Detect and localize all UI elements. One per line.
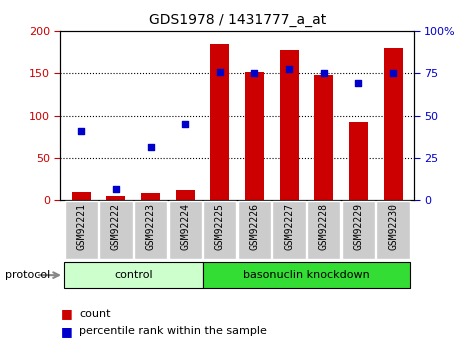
- Text: ■: ■: [60, 325, 72, 338]
- Text: control: control: [114, 270, 153, 280]
- Text: protocol: protocol: [5, 270, 50, 280]
- Title: GDS1978 / 1431777_a_at: GDS1978 / 1431777_a_at: [148, 13, 326, 27]
- Bar: [106, 196, 126, 200]
- Bar: [384, 48, 403, 200]
- Text: GSM92221: GSM92221: [76, 203, 86, 250]
- FancyBboxPatch shape: [377, 201, 410, 259]
- Bar: [64, 262, 202, 288]
- Text: GSM92227: GSM92227: [284, 203, 294, 250]
- Point: [286, 66, 293, 72]
- Text: ■: ■: [60, 307, 72, 321]
- FancyBboxPatch shape: [65, 201, 98, 259]
- FancyBboxPatch shape: [134, 201, 167, 259]
- Point: [147, 144, 154, 150]
- FancyBboxPatch shape: [342, 201, 375, 259]
- Text: count: count: [79, 309, 111, 319]
- FancyBboxPatch shape: [168, 201, 202, 259]
- FancyBboxPatch shape: [238, 201, 271, 259]
- FancyBboxPatch shape: [99, 201, 133, 259]
- Bar: [176, 190, 195, 200]
- Point: [112, 186, 120, 192]
- Text: GSM92230: GSM92230: [388, 203, 398, 250]
- Text: basonuclin knockdown: basonuclin knockdown: [243, 270, 370, 280]
- Bar: [279, 50, 299, 200]
- Text: GSM92222: GSM92222: [111, 203, 121, 250]
- FancyBboxPatch shape: [272, 201, 306, 259]
- Point: [216, 69, 224, 75]
- Bar: [141, 193, 160, 200]
- Point: [78, 128, 85, 134]
- Point: [389, 71, 397, 76]
- Point: [251, 71, 258, 76]
- Text: GSM92224: GSM92224: [180, 203, 190, 250]
- Text: percentile rank within the sample: percentile rank within the sample: [79, 326, 267, 336]
- Bar: [202, 262, 411, 288]
- FancyBboxPatch shape: [203, 201, 237, 259]
- Bar: [72, 192, 91, 200]
- Text: GSM92223: GSM92223: [146, 203, 155, 250]
- Text: GSM92226: GSM92226: [250, 203, 259, 250]
- FancyBboxPatch shape: [307, 201, 340, 259]
- Bar: [210, 44, 229, 200]
- Bar: [245, 72, 264, 200]
- Text: GSM92229: GSM92229: [353, 203, 364, 250]
- Text: GSM92228: GSM92228: [319, 203, 329, 250]
- Bar: [314, 75, 333, 200]
- Text: GSM92225: GSM92225: [215, 203, 225, 250]
- Point: [181, 121, 189, 127]
- Point: [320, 71, 327, 76]
- Bar: [349, 122, 368, 200]
- Point: [355, 81, 362, 86]
